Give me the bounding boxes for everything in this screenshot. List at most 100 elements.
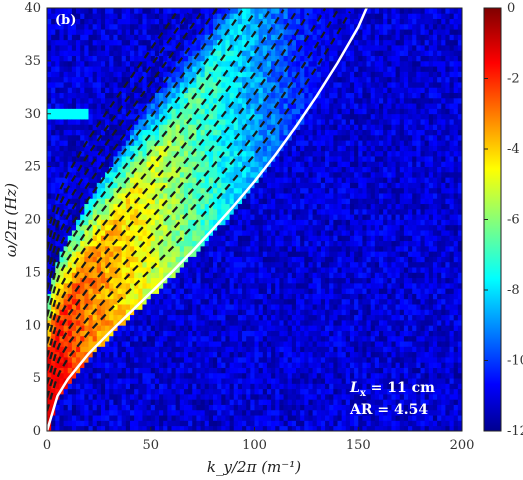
heatmap-cell xyxy=(150,29,156,35)
heatmap-cell xyxy=(183,60,189,67)
heatmap-cell xyxy=(84,39,89,46)
heatmap-cell xyxy=(246,13,251,19)
heatmap-cell xyxy=(213,55,218,62)
heatmap-cell xyxy=(217,230,222,236)
heatmap-cell xyxy=(117,92,123,99)
heatmap-cell xyxy=(130,18,135,25)
heatmap-cell xyxy=(179,372,185,379)
heatmap-cell xyxy=(142,288,147,294)
heatmap-cell xyxy=(121,108,127,115)
heatmap-cell xyxy=(142,367,147,374)
heatmap-cell xyxy=(100,383,106,390)
heatmap-cell xyxy=(105,198,110,205)
heatmap-cell xyxy=(67,8,73,14)
heatmap-cell xyxy=(304,245,309,252)
heatmap-cell xyxy=(146,34,152,41)
heatmap-cell xyxy=(109,66,114,72)
heatmap-cell xyxy=(67,272,73,279)
heatmap-cell xyxy=(96,277,102,284)
heatmap-cell xyxy=(88,103,94,109)
heatmap-cell xyxy=(130,335,135,342)
heatmap-cell xyxy=(250,240,255,247)
heatmap-cell xyxy=(279,256,284,263)
heatmap-cell xyxy=(76,13,81,19)
heatmap-cell xyxy=(159,383,164,390)
heatmap-cell xyxy=(142,208,147,215)
heatmap-cell xyxy=(71,92,77,99)
heatmap-cell xyxy=(225,335,230,342)
heatmap-cell xyxy=(200,134,206,141)
heatmap-cell xyxy=(100,39,106,46)
heatmap-cell xyxy=(88,60,94,67)
heatmap-cell xyxy=(254,235,260,242)
heatmap-cell xyxy=(204,362,210,368)
heatmap-cell xyxy=(225,119,230,125)
heatmap-cell xyxy=(134,50,139,56)
heatmap-cell xyxy=(63,156,69,162)
heatmap-cell xyxy=(196,193,201,199)
heatmap-cell xyxy=(287,224,293,231)
heatmap-cell xyxy=(96,208,102,215)
heatmap-cell xyxy=(154,13,160,19)
heatmap-cell xyxy=(213,378,218,384)
heatmap-cell xyxy=(266,425,272,431)
heatmap-cell xyxy=(258,66,264,72)
heatmap-cell xyxy=(262,66,268,72)
heatmap-cell xyxy=(237,335,243,342)
heatmap-cell xyxy=(154,245,160,252)
heatmap-cell xyxy=(296,134,301,141)
heatmap-cell xyxy=(208,309,214,316)
heatmap-cell xyxy=(134,187,139,194)
heatmap-cell xyxy=(279,108,284,115)
heatmap-cell xyxy=(71,267,77,273)
heatmap-cell xyxy=(105,145,110,152)
heatmap-cell xyxy=(167,87,172,93)
heatmap-cell xyxy=(300,156,305,162)
heatmap-cell xyxy=(171,288,177,294)
heatmap-cell xyxy=(171,415,177,421)
heatmap-cell xyxy=(213,140,218,146)
heatmap-cell xyxy=(92,388,98,395)
heatmap-cell xyxy=(154,393,160,400)
heatmap-cell xyxy=(138,282,143,289)
heatmap-cell xyxy=(154,319,160,326)
heatmap-cell xyxy=(117,71,123,78)
heatmap-cell xyxy=(300,92,305,99)
heatmap-cell xyxy=(117,103,123,109)
heatmap-cell xyxy=(183,356,189,363)
heatmap-cell xyxy=(262,113,268,120)
heatmap-cell xyxy=(254,124,260,131)
heatmap-cell xyxy=(163,372,168,379)
heatmap-cell xyxy=(179,330,185,337)
heatmap-cell xyxy=(266,108,272,115)
heatmap-cell xyxy=(167,124,172,131)
heatmap-cell xyxy=(59,415,64,421)
heatmap-cell xyxy=(63,140,69,146)
heatmap-cell xyxy=(59,134,64,141)
heatmap-cell xyxy=(246,113,251,120)
heatmap-cell xyxy=(71,293,77,300)
heatmap-cell xyxy=(196,92,201,99)
heatmap-cell xyxy=(71,420,77,427)
heatmap-cell xyxy=(271,193,276,199)
heatmap-cell xyxy=(117,150,123,157)
heatmap-cell xyxy=(204,23,210,30)
heatmap-cell xyxy=(279,140,284,146)
heatmap-cell xyxy=(130,13,135,19)
heatmap-cell xyxy=(67,45,73,51)
heatmap-cell xyxy=(183,34,189,41)
heatmap-cell xyxy=(246,129,251,136)
heatmap-cell xyxy=(246,177,251,183)
heatmap-cell xyxy=(88,393,94,400)
heatmap-cell xyxy=(188,267,193,273)
heatmap-cell xyxy=(47,103,52,109)
heatmap-cell xyxy=(130,261,135,268)
heatmap-cell xyxy=(76,388,81,395)
heatmap-cell xyxy=(262,393,268,400)
heatmap-cell xyxy=(208,425,214,431)
heatmap-cell xyxy=(275,60,280,67)
heatmap-cell xyxy=(113,415,118,421)
heatmap-cell xyxy=(266,129,272,136)
heatmap-cell xyxy=(109,224,114,231)
heatmap-cell xyxy=(179,124,185,131)
